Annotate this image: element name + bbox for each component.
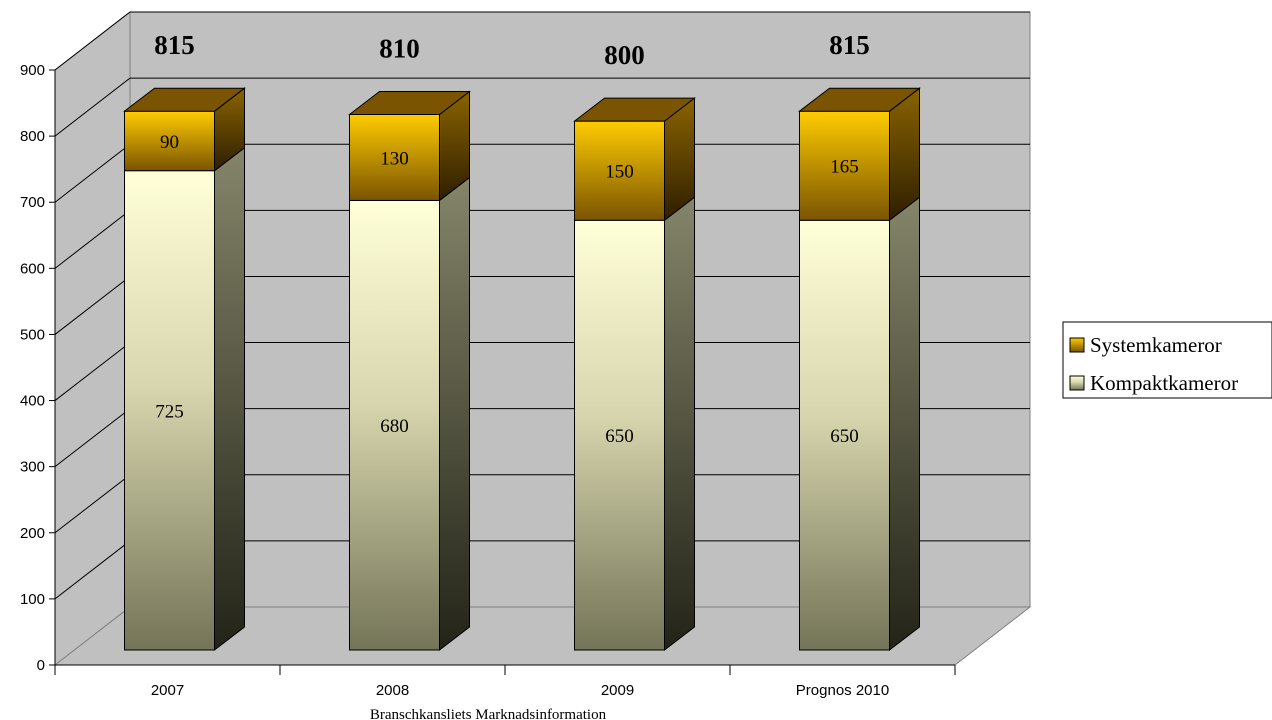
gridline-side: [54, 540, 131, 600]
data-labels: 725 90 815 680 130 810 650 150 800 650 165 815: [154, 30, 870, 447]
legend: Systemkameror Kompaktkameror: [1062, 321, 1272, 399]
bar-systemkameror: [124, 110, 215, 172]
bar-side-kompaktkameror: [664, 196, 695, 652]
y-tick-label: 0: [37, 657, 45, 674]
bar-side-kompaktkameror: [214, 146, 245, 652]
bar-kompaktkameror: [574, 219, 665, 651]
gridline-side: [54, 342, 131, 401]
legend-swatch-systemkameror: [1069, 337, 1085, 353]
x-tick-label: 2009: [601, 682, 634, 699]
bar-kompaktkameror: [799, 219, 890, 651]
bar-kompaktkameror: [124, 170, 215, 651]
bar-systemkameror: [799, 110, 890, 221]
data-label-kompaktkameror: 725: [155, 401, 184, 422]
source-label: Branschkansliets Marknadsinformation: [370, 707, 607, 720]
total-label: 815: [829, 30, 870, 60]
y-tick-label: 700: [20, 194, 45, 211]
bar-top-systemkameror: [798, 87, 921, 112]
total-label: 800: [604, 40, 645, 70]
bar-top-systemkameror: [348, 91, 471, 115]
data-label-systemkameror: 150: [605, 162, 634, 183]
bar-side-kompaktkameror: [439, 176, 470, 652]
axes: 0 100 200 300 400 500 600 700 800 900 2007 2008 2009…: [20, 62, 956, 699]
total-label: 810: [379, 34, 420, 64]
gridline-side: [54, 77, 131, 137]
y-tick-label: 400: [20, 393, 45, 410]
legend-label-systemkameror: Systemkameror: [1090, 333, 1222, 357]
gridline-side: [54, 474, 131, 534]
y-tick-label: 900: [20, 62, 45, 79]
y-tick-label: 200: [20, 525, 45, 542]
data-label-kompaktkameror: 650: [830, 426, 859, 447]
gridline-side: [54, 143, 131, 203]
total-label: 815: [154, 30, 195, 60]
bar-kompaktkameror: [349, 199, 440, 651]
y-tick-label: 100: [20, 591, 45, 608]
data-label-systemkameror: 130: [380, 148, 409, 169]
gridline-side: [54, 276, 131, 335]
x-tick-label: 2007: [151, 682, 184, 699]
data-label-systemkameror: 165: [830, 157, 859, 178]
gridline-side: [54, 11, 131, 71]
side-wall: [54, 10, 131, 667]
y-tick-label: 300: [20, 459, 45, 476]
data-label-systemkameror: 90: [160, 132, 179, 153]
legend-box: [1062, 321, 1272, 399]
x-tick-label: 2008: [376, 682, 409, 699]
bar-top-systemkameror: [123, 87, 246, 112]
bar-top-systemkameror: [573, 97, 696, 122]
y-tick-label: 500: [20, 326, 45, 343]
bar-side-kompaktkameror: [889, 196, 920, 652]
y-tick-label: 600: [20, 260, 45, 277]
bars: [123, 87, 921, 652]
bar-systemkameror: [349, 114, 440, 201]
y-tick-label: 800: [20, 128, 45, 145]
data-label-kompaktkameror: 680: [380, 416, 409, 437]
legend-label-kompaktkameror: Kompaktkameror: [1090, 371, 1238, 395]
data-label-kompaktkameror: 650: [605, 426, 634, 447]
gridline-side: [54, 209, 131, 269]
bar-systemkameror: [574, 120, 665, 221]
legend-swatch-kompaktkameror: [1069, 375, 1085, 391]
gridline-side: [54, 408, 131, 468]
x-tick-label: Prognos 2010: [796, 682, 889, 699]
